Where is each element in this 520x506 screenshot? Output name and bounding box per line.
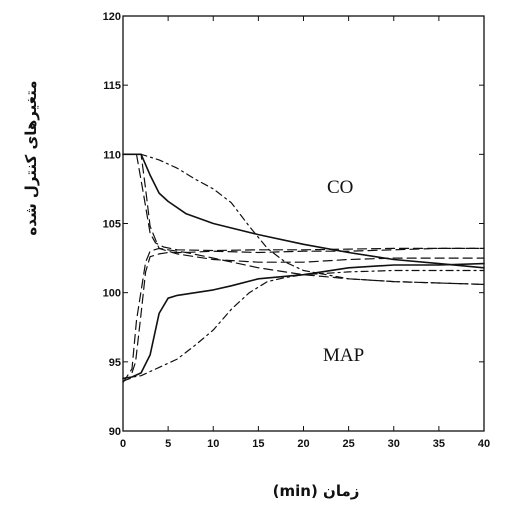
y-tick-label: 120 [103,11,121,23]
annotations: CO MAP [323,177,364,366]
series-line-co-dashed-1 [122,153,485,252]
x-tick-label: 5 [165,438,171,450]
y-tick-label: 110 [103,149,121,161]
x-tick-label: 35 [433,438,445,450]
x-tick-label: 15 [252,438,264,450]
y-axis-title: متغیرهای کنترل شده [22,80,40,235]
series-line-co-solid-0 [122,153,485,269]
series-line-co-dashed-3 [122,153,485,263]
x-tick-label: 25 [343,438,355,450]
series-line-map-dashdot-6 [122,269,485,379]
y-axis-ticks: 90 95 100 105 110 115 120 [103,11,484,438]
x-tick-label: 20 [297,438,309,450]
x-tick-label: 30 [388,438,400,450]
x-axis-ticks: 0 5 10 15 20 25 30 35 40 [120,16,490,450]
annotation-map: MAP [323,345,364,366]
y-tick-label: 115 [103,80,121,92]
series-line-map-dashed-5 [122,247,485,382]
x-axis-title: زمان (min) [273,482,360,500]
x-tick-label: 0 [120,438,126,450]
plot-frame [122,15,485,432]
x-tick-label: 10 [207,438,219,450]
y-tick-label: 90 [109,426,121,438]
series-line-map-dashed-7 [122,247,485,384]
y-tick-label: 95 [109,357,121,369]
y-tick-label: 105 [103,219,121,231]
y-tick-label: 100 [103,288,121,300]
x-tick-label: 40 [478,438,490,450]
plot-lines [122,153,485,384]
series-line-map-solid-4 [122,262,485,380]
annotation-co: CO [327,177,353,198]
